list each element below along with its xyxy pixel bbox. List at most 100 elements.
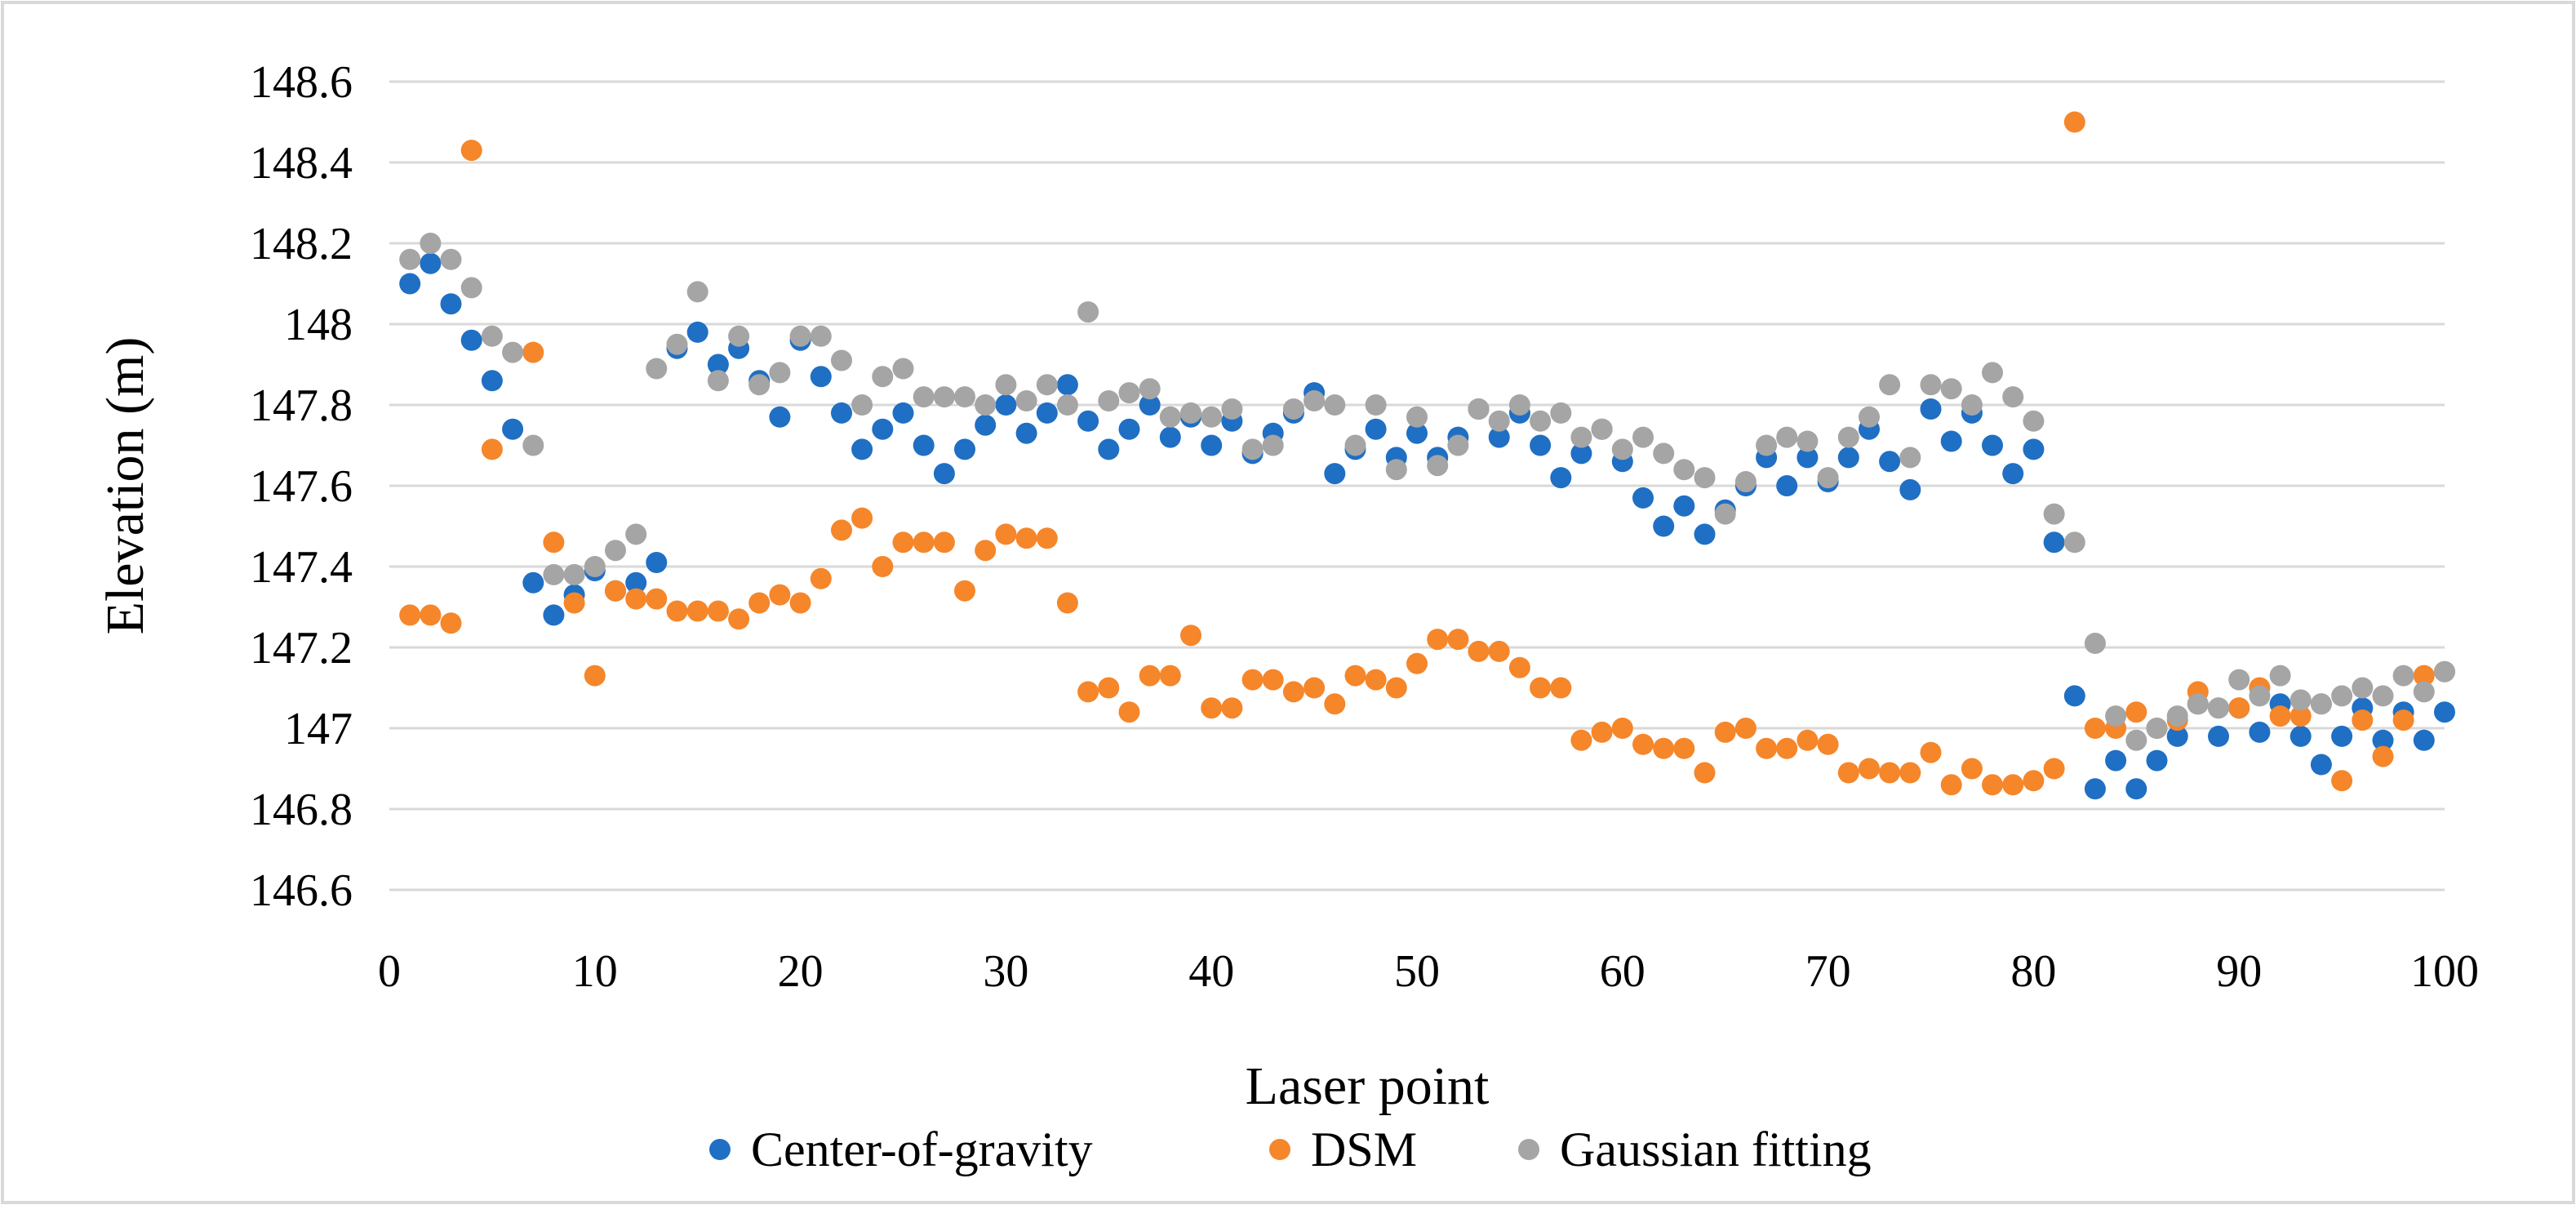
data-point-center-of-gravity	[420, 252, 442, 274]
x-tick-label: 30	[983, 946, 1028, 997]
data-point-dsm	[563, 592, 585, 614]
data-point-dsm	[1653, 737, 1675, 759]
data-point-dsm	[1734, 718, 1757, 739]
data-point-dsm	[420, 604, 442, 626]
data-point-gaussian-fitting	[1385, 459, 1407, 481]
data-point-center-of-gravity	[2084, 778, 2106, 800]
data-point-gaussian-fitting	[1282, 398, 1304, 420]
data-point-dsm	[1304, 677, 1326, 699]
data-point-dsm	[769, 584, 791, 606]
data-point-dsm	[1817, 733, 1839, 755]
data-point-dsm	[1530, 677, 1552, 699]
data-point-dsm	[1694, 762, 1716, 784]
data-point-dsm	[2352, 709, 2374, 731]
data-point-gaussian-fitting	[1159, 406, 1181, 428]
data-point-center-of-gravity	[2002, 463, 2024, 485]
data-point-center-of-gravity	[975, 414, 997, 436]
data-point-gaussian-fitting	[1694, 467, 1716, 489]
data-point-dsm	[1282, 681, 1304, 703]
data-point-center-of-gravity	[460, 329, 482, 351]
data-point-dsm	[481, 438, 503, 460]
legend: Center-of-gravity DSM Gaussian fitting	[709, 1123, 1872, 1176]
data-point-dsm	[1673, 737, 1695, 759]
data-point-dsm	[522, 341, 544, 363]
data-point-center-of-gravity	[1406, 422, 1428, 444]
data-point-gaussian-fitting	[1324, 394, 1346, 416]
data-point-dsm	[1508, 656, 1530, 678]
data-point-gaussian-fitting	[1859, 406, 1880, 428]
y-tick-label: 148.2	[250, 219, 353, 269]
data-point-gaussian-fitting	[2105, 705, 2127, 727]
data-point-center-of-gravity	[1077, 410, 1099, 432]
data-point-center-of-gravity	[2249, 721, 2271, 743]
data-point-gaussian-fitting	[2352, 677, 2374, 699]
data-point-center-of-gravity	[1653, 515, 1675, 537]
data-point-gaussian-fitting	[440, 248, 462, 270]
data-point-dsm	[1159, 665, 1181, 687]
data-point-gaussian-fitting	[1180, 402, 1201, 424]
data-point-dsm	[1899, 762, 1921, 784]
data-point-center-of-gravity	[1879, 451, 1901, 473]
data-point-dsm	[2269, 705, 2291, 727]
data-point-gaussian-fitting	[1734, 471, 1757, 492]
data-point-gaussian-fitting	[1982, 362, 2003, 384]
data-point-dsm	[707, 600, 729, 622]
x-tick-label: 20	[778, 946, 824, 997]
data-point-dsm	[1262, 669, 1284, 691]
x-tick-label: 10	[572, 946, 618, 997]
data-point-center-of-gravity	[1550, 467, 1572, 489]
y-tick-label: 147.8	[250, 380, 353, 431]
data-point-dsm	[1940, 774, 1962, 796]
data-point-dsm	[1221, 697, 1243, 719]
data-point-gaussian-fitting	[1570, 426, 1592, 448]
data-point-dsm	[605, 580, 626, 602]
data-point-gaussian-fitting	[1920, 374, 1942, 396]
data-point-dsm	[2002, 774, 2024, 796]
data-point-gaussian-fitting	[1611, 438, 1633, 460]
data-point-gaussian-fitting	[1591, 418, 1613, 440]
data-point-center-of-gravity	[1488, 426, 1510, 448]
data-point-gaussian-fitting	[399, 248, 421, 270]
data-point-dsm	[440, 612, 462, 634]
x-tick-label: 0	[378, 946, 401, 997]
data-point-gaussian-fitting	[1714, 503, 1736, 525]
data-point-center-of-gravity	[1015, 422, 1037, 444]
data-point-center-of-gravity	[2413, 729, 2435, 751]
data-point-dsm	[975, 540, 997, 562]
series-gaussian-fitting	[399, 233, 2455, 751]
data-point-dsm	[666, 600, 688, 622]
data-point-gaussian-fitting	[1488, 410, 1510, 432]
y-tick-label: 146.6	[250, 865, 353, 916]
data-point-gaussian-fitting	[2002, 386, 2024, 408]
data-point-gaussian-fitting	[666, 333, 688, 355]
data-point-center-of-gravity	[892, 402, 914, 424]
y-tick-label: 148	[284, 300, 353, 350]
data-point-gaussian-fitting	[2269, 665, 2291, 687]
data-point-dsm	[1837, 762, 1859, 784]
data-point-dsm	[625, 588, 647, 610]
data-point-dsm	[1056, 592, 1078, 614]
data-point-gaussian-fitting	[1241, 438, 1264, 460]
data-point-center-of-gravity	[399, 273, 421, 295]
data-point-gaussian-fitting	[1817, 467, 1839, 489]
data-point-dsm	[2290, 705, 2312, 727]
data-point-dsm	[1385, 677, 1407, 699]
data-point-center-of-gravity	[1324, 463, 1346, 485]
data-point-gaussian-fitting	[975, 394, 997, 416]
data-point-center-of-gravity	[2290, 725, 2312, 747]
data-point-dsm	[2084, 718, 2106, 739]
data-point-gaussian-fitting	[769, 362, 791, 384]
data-point-gaussian-fitting	[1550, 402, 1572, 424]
data-point-center-of-gravity	[1365, 418, 1387, 440]
data-point-gaussian-fitting	[789, 325, 811, 347]
data-point-center-of-gravity	[1776, 475, 1798, 496]
data-point-dsm	[748, 592, 771, 614]
data-point-gaussian-fitting	[995, 374, 1017, 396]
data-point-center-of-gravity	[1036, 402, 1058, 424]
data-point-dsm	[2023, 770, 2045, 792]
data-point-center-of-gravity	[810, 366, 832, 388]
data-point-dsm	[1468, 640, 1490, 662]
data-point-dsm	[995, 523, 1017, 545]
